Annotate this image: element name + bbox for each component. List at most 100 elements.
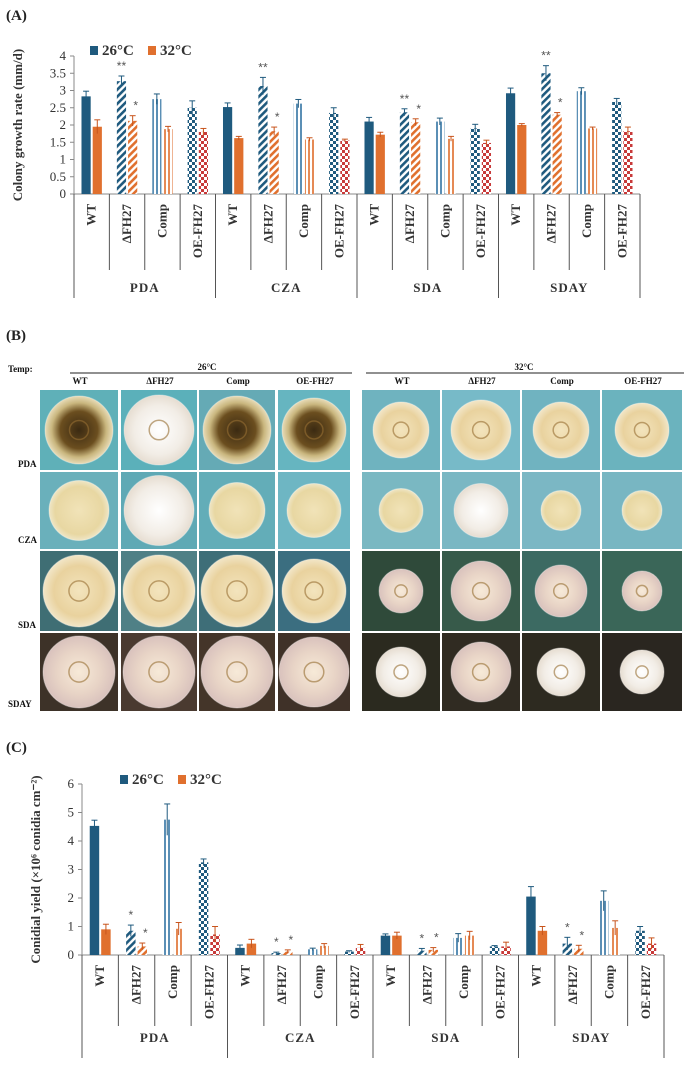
colony-center: [304, 581, 324, 601]
bar-comp-26c: [435, 121, 445, 194]
colony-center: [226, 419, 248, 441]
colony-center: [552, 421, 570, 439]
colony-center: [392, 421, 410, 439]
strain-label: WT: [238, 965, 253, 987]
strain-label: Comp: [154, 204, 169, 238]
colony: [200, 554, 274, 628]
colony-center: [394, 584, 408, 598]
legend-swatch-32c: [148, 46, 156, 55]
colony: [375, 646, 427, 698]
strain-header: ΔFH27: [146, 376, 174, 386]
strain-label: WT: [508, 204, 523, 226]
strain-label: ΔFH27: [544, 204, 559, 244]
colony: [42, 635, 116, 709]
legend-label-26c: 26°C: [132, 772, 164, 788]
bar-oefh27-26c: [635, 930, 645, 955]
medium-row-label: PDA: [18, 459, 37, 469]
bar-wt-26c: [364, 121, 374, 194]
bar-wt-26c: [380, 935, 391, 955]
bar-comp-32c: [319, 945, 329, 955]
bar-comp-26c: [453, 937, 463, 955]
bar-oefh27-32c: [198, 131, 209, 194]
colony-center: [552, 582, 570, 600]
bar-fh27-32c: [283, 951, 293, 955]
strain-label: OE-FH27: [638, 965, 653, 1020]
colony-center: [148, 580, 170, 602]
colony-center: [553, 664, 569, 680]
significance-marker: *: [288, 933, 293, 947]
bar-fh27-32c: [269, 131, 279, 194]
strain-header: OE-FH27: [296, 376, 334, 386]
strain-label: OE-FH27: [492, 965, 507, 1020]
colony: [44, 395, 114, 465]
bar-oefh27-26c: [329, 112, 339, 194]
y-axis-title: Colony growth rate (mm/d): [10, 49, 25, 202]
medium-row-label: SDA: [18, 620, 37, 630]
y-tick-label: 2: [68, 890, 75, 905]
strain-label: ΔFH27: [402, 204, 417, 244]
panel-b-label: (B): [6, 328, 26, 344]
strain-header: OE-FH27: [624, 376, 662, 386]
y-tick-label: 5: [68, 805, 75, 820]
bar-comp-32c: [163, 129, 173, 194]
medium-group-label: CZA: [271, 280, 301, 295]
bar-oefh27-32c: [340, 140, 350, 194]
colony-center: [393, 664, 409, 680]
colony: [286, 483, 342, 538]
bar-oefh27-26c: [489, 946, 500, 955]
colony: [122, 554, 196, 628]
significance-marker: *: [128, 908, 133, 922]
medium-group-label: SDA: [413, 280, 442, 295]
strain-label: WT: [92, 965, 107, 987]
colony: [378, 568, 424, 614]
temp-header-32c: 32°C: [514, 362, 533, 372]
strain-label: Comp: [310, 965, 325, 999]
bar-comp-32c: [587, 128, 598, 194]
legend-swatch-26c: [120, 775, 128, 784]
panel-c-label: (C): [6, 740, 27, 756]
colony: [372, 401, 430, 459]
bar-wt-26c: [81, 96, 91, 194]
strain-label: Comp: [437, 204, 452, 238]
y-tick-label: 1: [68, 919, 75, 934]
colony-center: [226, 661, 248, 683]
strain-label: ΔFH27: [119, 204, 134, 244]
medium-group-label: CZA: [285, 1030, 315, 1045]
colony-photo-grid: Temp: 26°C 32°C WT ΔFH27 Comp OE-FH27 WT ΔFH27 Co…: [8, 362, 684, 711]
colony: [123, 394, 195, 466]
colony: [42, 554, 116, 628]
bar-wt-26c: [222, 107, 233, 194]
bar-wt-26c: [235, 947, 245, 955]
bar-wt-32c: [517, 125, 527, 194]
bar-wt-32c: [375, 134, 385, 194]
y-tick-label: 2: [60, 117, 67, 132]
legend-label-32c: 32°C: [160, 43, 192, 59]
colony: [281, 558, 347, 624]
bar-wt-32c: [246, 943, 257, 955]
medium-group-label: SDA: [431, 1030, 460, 1045]
colony: [536, 647, 586, 697]
colony: [122, 635, 196, 709]
bar-oefh27-32c: [623, 131, 633, 194]
bar-comp-32c: [610, 927, 620, 955]
colony-center: [148, 661, 170, 683]
strain-header: ΔFH27: [468, 376, 496, 386]
significance-marker: *: [143, 926, 148, 940]
colony-center: [68, 419, 90, 441]
y-axis-title: Conidial yield (×10⁶ conidia cm⁻²): [28, 775, 43, 963]
colony-center: [471, 581, 491, 601]
colony: [540, 490, 582, 531]
medium-group-label: PDA: [130, 280, 160, 295]
temp-label: Temp:: [8, 364, 33, 374]
bar-oefh27-32c: [355, 947, 366, 955]
significance-marker: *: [558, 96, 563, 110]
strain-label: WT: [529, 965, 544, 987]
strain-label: OE-FH27: [614, 204, 629, 259]
bar-fh27-32c: [411, 122, 421, 194]
strain-label: OE-FH27: [347, 965, 362, 1020]
bar-wt-32c: [537, 930, 548, 955]
bar-oefh27-26c: [612, 101, 622, 194]
significance-marker: *: [416, 102, 421, 116]
bar-fh27-26c: [116, 81, 127, 194]
legend-label-26c: 26°C: [102, 43, 134, 59]
